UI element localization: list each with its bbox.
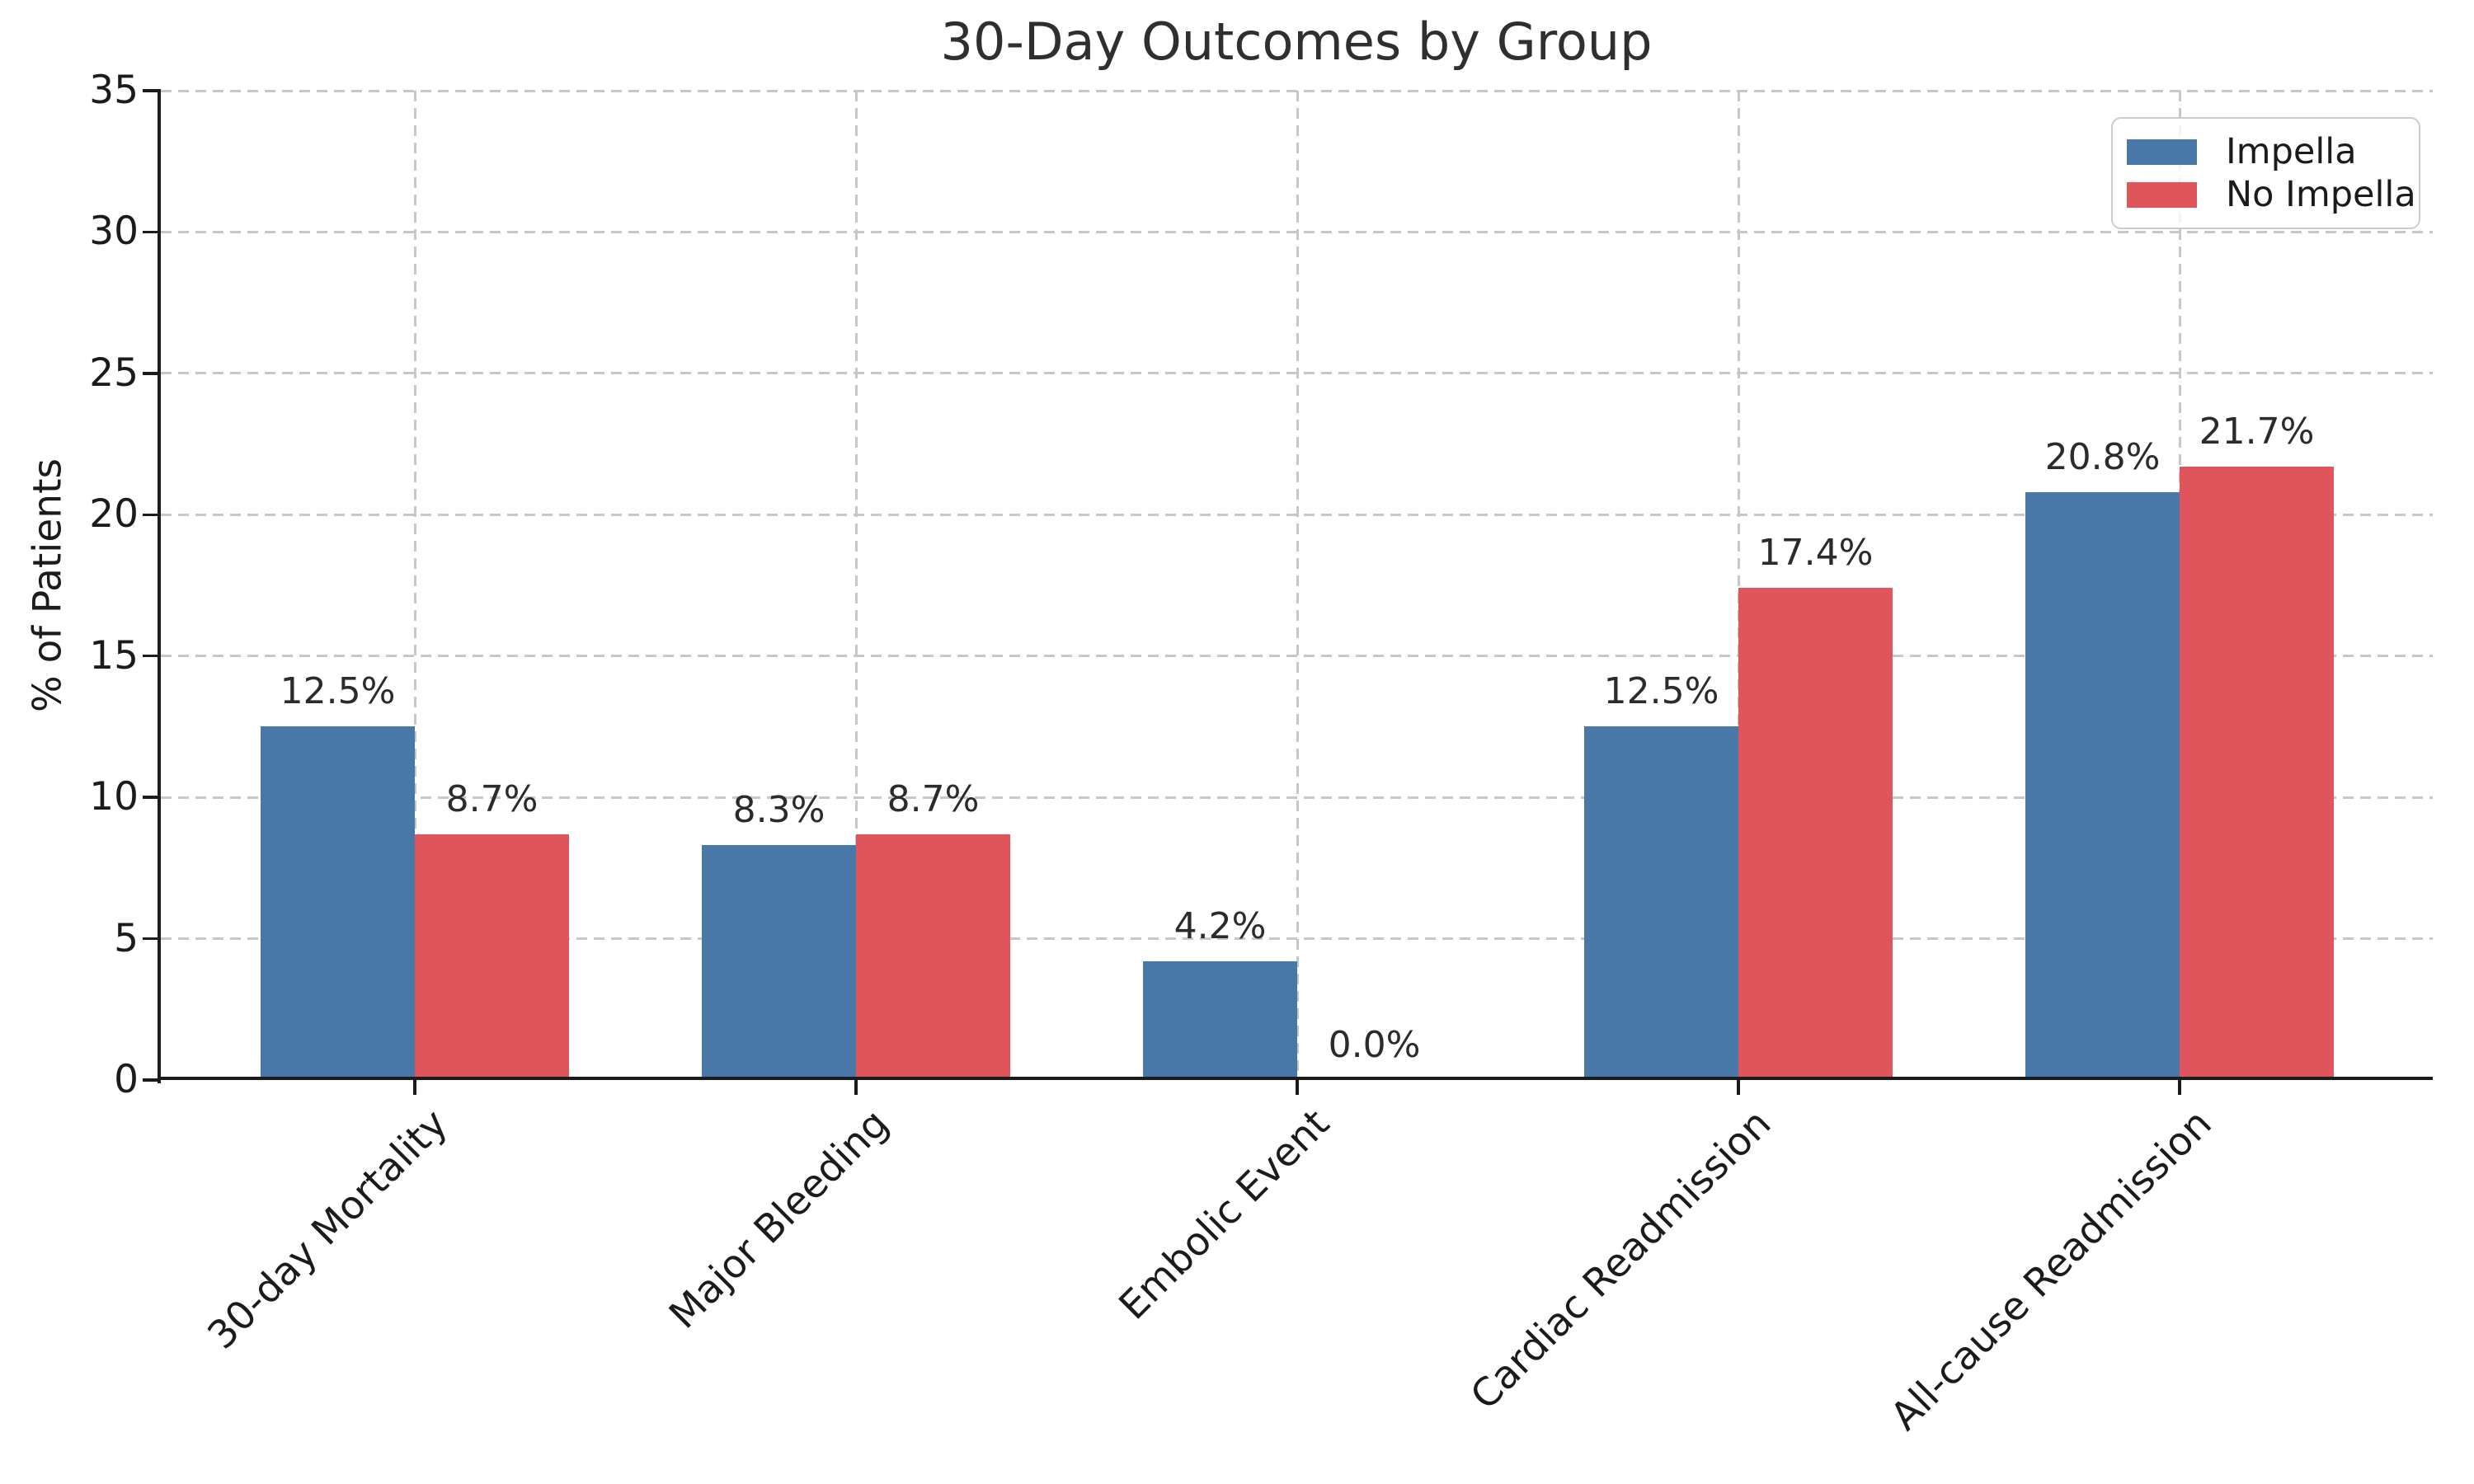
legend: Impella No Impella	[2111, 117, 2420, 229]
y-tick-5	[143, 937, 158, 941]
bar-no-impella-30-day-mortality	[415, 834, 569, 1080]
x-tick-label-cardiac-readmission: Cardiac Readmission	[1461, 1101, 1780, 1419]
value-label-no-impella-embolic-event: 0.0%	[1328, 1024, 1421, 1066]
value-label-impella-cardiac-readmission: 12.5%	[1603, 670, 1719, 713]
x-gridline-cardiac-readmission	[1737, 91, 1740, 1080]
y-tick-30	[143, 230, 158, 234]
legend-swatch-impella	[2127, 139, 2197, 165]
y-tick-label-15: 15	[89, 632, 139, 679]
bar-impella-all-cause-readmission	[2025, 491, 2180, 1080]
y-tick-label-0: 0	[114, 1057, 139, 1102]
x-tick-30-day-mortality	[413, 1080, 416, 1095]
legend-label-no-impella: No Impella	[2226, 174, 2416, 215]
value-label-impella-all-cause-readmission: 20.8%	[2044, 435, 2161, 478]
y-tick-25	[143, 372, 158, 375]
x-tick-cardiac-readmission	[1737, 1080, 1740, 1095]
bar-impella-30-day-mortality	[261, 726, 415, 1080]
bar-impella-cardiac-readmission	[1584, 726, 1738, 1080]
y-tick-15	[143, 654, 158, 658]
y-axis-spine	[158, 89, 161, 1083]
x-gridline-30-day-mortality	[413, 91, 416, 1080]
y-tick-0	[143, 1078, 158, 1082]
y-tick-label-25: 25	[89, 350, 139, 396]
y-tick-35	[143, 89, 158, 92]
legend-item-impella: Impella	[2127, 131, 2402, 172]
value-label-no-impella-major-bleeding: 8.7%	[887, 777, 980, 820]
value-label-impella-30-day-mortality: 12.5%	[280, 670, 396, 713]
bar-no-impella-cardiac-readmission	[1738, 588, 1893, 1080]
x-axis-spine	[158, 1077, 2433, 1080]
x-tick-all-cause-readmission	[2178, 1080, 2181, 1095]
value-label-no-impella-30-day-mortality: 8.7%	[445, 777, 539, 820]
bar-no-impella-major-bleeding	[856, 834, 1010, 1080]
y-tick-label-30: 30	[89, 209, 139, 255]
legend-item-no-impella: No Impella	[2127, 174, 2416, 215]
x-tick-embolic-event	[1296, 1080, 1299, 1095]
y-tick-20	[143, 513, 158, 517]
value-label-impella-major-bleeding: 8.3%	[732, 789, 825, 832]
value-label-no-impella-cardiac-readmission: 17.4%	[1757, 532, 1874, 575]
y-tick-10	[143, 796, 158, 799]
y-tick-label-35: 35	[89, 68, 139, 113]
bar-no-impella-all-cause-readmission	[2180, 467, 2334, 1080]
legend-swatch-no-impella	[2127, 181, 2197, 208]
x-tick-label-major-bleeding: Major Bleeding	[661, 1101, 898, 1338]
legend-label-impella: Impella	[2226, 131, 2357, 172]
x-tick-label-30-day-mortality: 30-day Mortality	[199, 1101, 457, 1359]
x-gridline-major-bleeding	[854, 91, 858, 1080]
chart-title: 30-Day Outcomes by Group	[940, 12, 1653, 72]
y-tick-label-5: 5	[114, 915, 139, 961]
x-tick-label-embolic-event: Embolic Event	[1110, 1101, 1339, 1329]
bar-impella-major-bleeding	[702, 845, 856, 1080]
x-tick-major-bleeding	[854, 1080, 858, 1095]
y-tick-label-10: 10	[89, 774, 139, 820]
value-label-no-impella-all-cause-readmission: 21.7%	[2199, 411, 2315, 453]
value-label-impella-embolic-event: 4.2%	[1174, 905, 1267, 947]
x-gridline-embolic-event	[1296, 91, 1299, 1080]
x-tick-label-all-cause-readmission: All-cause Readmission	[1882, 1101, 2222, 1439]
bar-impella-embolic-event	[1143, 961, 1297, 1080]
y-tick-label-20: 20	[89, 491, 139, 538]
